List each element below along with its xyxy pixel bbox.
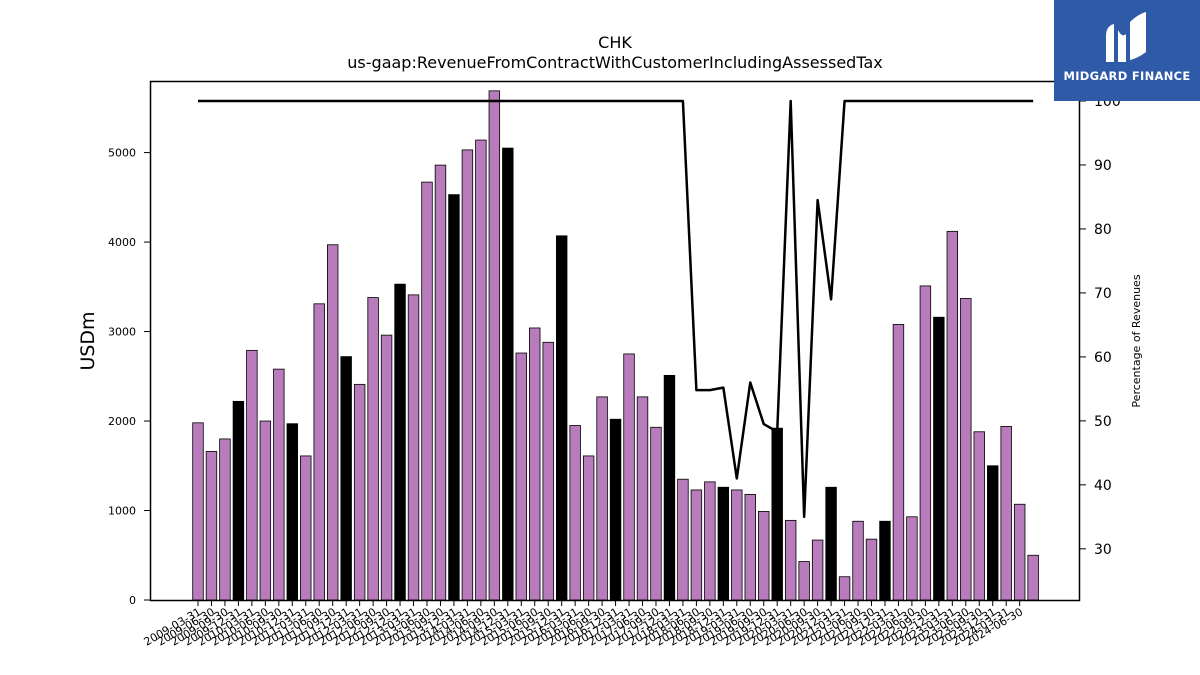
- quarterly-bar: [677, 478, 689, 601]
- x-axis-ticks: 2009-03-312009-06-302009-09-302009-12-31…: [142, 600, 1025, 649]
- y-tick-label: 2000: [108, 415, 136, 428]
- y2-tick-label: 40: [1094, 478, 1112, 494]
- y-tick-label: 4000: [108, 236, 136, 249]
- annual-bar: [987, 465, 999, 601]
- quarterly-bar: [960, 298, 972, 601]
- quarterly-bar: [919, 285, 932, 601]
- annual-bar: [340, 356, 352, 601]
- quarterly-bar: [744, 494, 756, 601]
- annual-bar: [555, 235, 568, 601]
- y-axis-label: USDm: [77, 311, 99, 370]
- y2-tick-label: 90: [1094, 158, 1112, 174]
- quarterly-bar: [906, 516, 918, 601]
- annual-bar: [663, 374, 676, 601]
- quarterly-bar: [784, 519, 797, 601]
- quarterly-bar: [353, 383, 366, 601]
- quarterly-bar: [838, 576, 851, 601]
- annual-bar: [232, 400, 245, 601]
- y-tick-label: 3000: [108, 326, 136, 339]
- quarterly-bar: [582, 455, 595, 601]
- quarterly-bar: [259, 420, 272, 601]
- y-tick-label: 5000: [108, 147, 136, 160]
- quarterly-bar: [300, 455, 312, 601]
- quarterly-bar: [542, 341, 554, 601]
- quarterly-bar: [798, 561, 810, 601]
- quarterly-bar: [569, 425, 581, 601]
- quarterly-bar: [636, 396, 649, 601]
- annual-bar: [825, 486, 837, 601]
- quarterly-bar: [488, 90, 501, 601]
- chart-title: CHK: [598, 33, 632, 52]
- y-tick-label: 0: [129, 594, 136, 607]
- quarterly-bar: [326, 244, 339, 601]
- quarterly-bar: [596, 396, 608, 601]
- percentage-line: [198, 99, 1034, 519]
- y2-tick-label: 60: [1094, 350, 1112, 366]
- quarterly-bar: [946, 230, 959, 601]
- annual-bar: [394, 283, 406, 601]
- quarterly-bar: [623, 353, 635, 601]
- plot-frame: [149, 80, 1081, 602]
- quarterly-bar: [313, 303, 325, 601]
- quarterly-bar: [367, 297, 379, 601]
- quarterly-bar: [475, 139, 487, 601]
- annual-bar: [448, 194, 460, 601]
- quarterly-bar: [811, 539, 824, 601]
- annual-bar: [717, 486, 730, 601]
- quarterly-bar: [690, 489, 703, 601]
- quarterly-bar: [219, 438, 231, 601]
- quarterly-bar: [461, 149, 474, 601]
- annual-bar: [609, 418, 622, 601]
- quarterly-bar: [1000, 425, 1012, 601]
- chart-subtitle: us-gaap:RevenueFromContractWithCustomerI…: [347, 53, 882, 72]
- percentage-line-layer: [198, 99, 1034, 519]
- quarterly-bar: [205, 451, 218, 601]
- quarterly-bar: [973, 431, 985, 601]
- y2-tick-label: 30: [1094, 542, 1112, 558]
- y2-tick-label: 50: [1094, 414, 1112, 430]
- quarterly-bar: [380, 334, 393, 601]
- quarterly-bar: [529, 327, 541, 601]
- quarterly-bar: [892, 323, 905, 601]
- quarterly-bar: [246, 349, 258, 601]
- y2-axis-label: Percentage of Revenues: [1130, 274, 1143, 407]
- quarterly-bar: [407, 294, 420, 601]
- quarterly-bar: [273, 368, 285, 601]
- midgard-finance-logo: MIDGARD FINANCE: [1054, 0, 1200, 101]
- midgard-logo-mark-icon: [1106, 12, 1146, 62]
- y-tick-label: 1000: [108, 505, 136, 518]
- quarterly-bar: [704, 481, 716, 601]
- quarterly-bar: [758, 511, 770, 601]
- quarterly-bar: [865, 538, 878, 601]
- y-axis-ticks: 0 1000 2000 3000 4000 5000: [108, 147, 150, 607]
- bar-series: [192, 90, 1039, 601]
- annual-bar: [286, 423, 298, 601]
- annual-bar: [879, 520, 891, 601]
- quarterly-bar: [434, 164, 447, 601]
- quarterly-bar: [731, 489, 743, 601]
- quarterly-bar: [515, 352, 527, 601]
- quarterly-bar: [1027, 554, 1039, 601]
- quarterly-bar: [650, 426, 662, 601]
- quarterly-bar: [852, 520, 864, 601]
- quarterly-bar: [421, 181, 433, 601]
- annual-bar: [502, 147, 514, 601]
- y2-tick-label: 80: [1094, 222, 1112, 238]
- logo-text: MIDGARD FINANCE: [1063, 69, 1191, 83]
- quarterly-bar: [1013, 503, 1026, 601]
- annual-bar: [771, 427, 783, 601]
- annual-bar: [933, 316, 945, 601]
- quarterly-bar: [192, 422, 204, 601]
- y2-tick-label: 70: [1094, 286, 1112, 302]
